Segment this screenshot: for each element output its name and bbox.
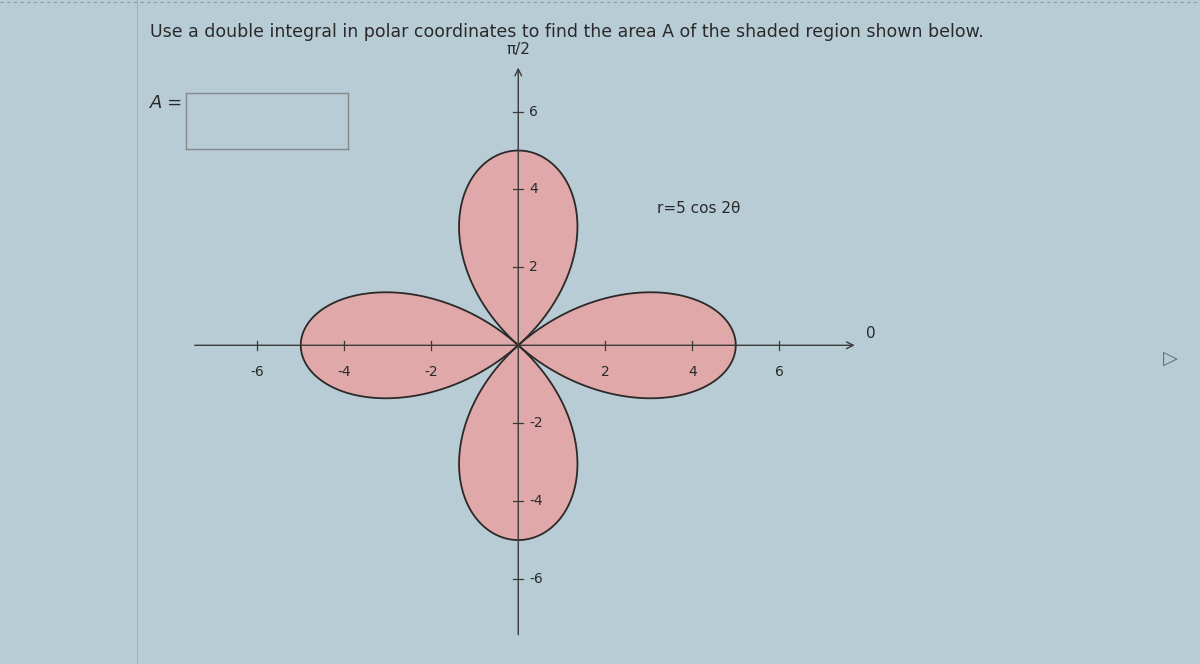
- Text: A =: A =: [150, 94, 184, 112]
- Text: -2: -2: [529, 416, 542, 430]
- Polygon shape: [460, 345, 577, 540]
- Text: 4: 4: [529, 183, 538, 197]
- Text: 2: 2: [529, 260, 538, 274]
- Text: -6: -6: [251, 365, 264, 378]
- Text: 4: 4: [688, 365, 697, 378]
- Text: r=5 cos 2θ: r=5 cos 2θ: [658, 201, 740, 216]
- Text: -4: -4: [337, 365, 352, 378]
- Text: 6: 6: [775, 365, 784, 378]
- Text: -2: -2: [425, 365, 438, 378]
- Polygon shape: [460, 151, 577, 345]
- Polygon shape: [301, 292, 518, 398]
- Text: 6: 6: [529, 104, 538, 119]
- Polygon shape: [518, 292, 736, 398]
- Text: Use a double integral in polar coordinates to find the area A of the shaded regi: Use a double integral in polar coordinat…: [150, 23, 984, 41]
- Text: 0: 0: [866, 326, 876, 341]
- Text: -6: -6: [529, 572, 542, 586]
- Text: ▷: ▷: [1163, 349, 1177, 368]
- Text: 2: 2: [601, 365, 610, 378]
- Text: -4: -4: [529, 494, 542, 508]
- Text: π/2: π/2: [506, 42, 530, 57]
